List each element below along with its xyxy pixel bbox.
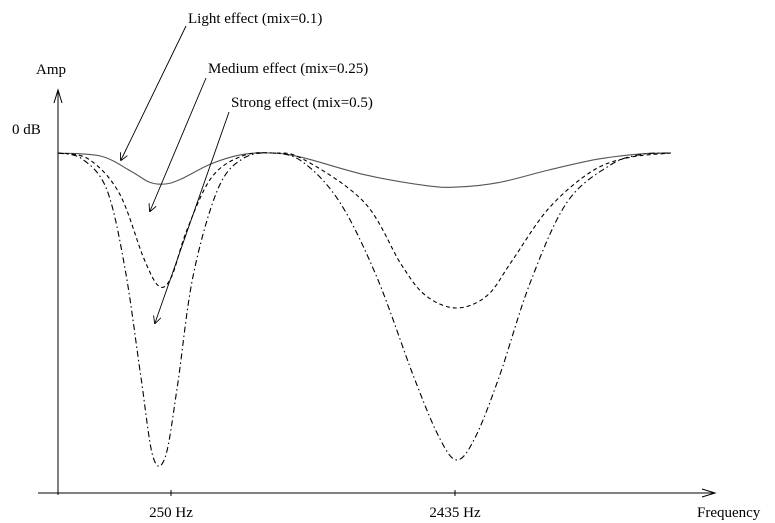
x-axis-arrowhead [701, 488, 717, 498]
series-line-strong-effect [57, 152, 672, 467]
y-axis-arrowhead [53, 88, 63, 104]
series-line-light-effect [57, 152, 672, 188]
x-tick-label-250: 250 Hz [149, 505, 193, 521]
series-line-medium-effect [57, 152, 672, 309]
y-axis-label: Amp [36, 62, 66, 78]
annotation-arrow-light [121, 25, 187, 160]
annotation-light-effect: Light effect (mix=0.1) [188, 11, 322, 27]
annotation-arrow-medium [150, 77, 207, 211]
annotation-strong-effect: Strong effect (mix=0.5) [231, 95, 373, 111]
y-tick-label: 0 dB [12, 122, 41, 138]
x-tick-label-2435: 2435 Hz [429, 505, 481, 521]
annotation-medium-effect: Medium effect (mix=0.25) [208, 61, 368, 77]
x-axis-label: Frequency [697, 505, 761, 521]
annotation-arrow-strong [155, 111, 230, 323]
